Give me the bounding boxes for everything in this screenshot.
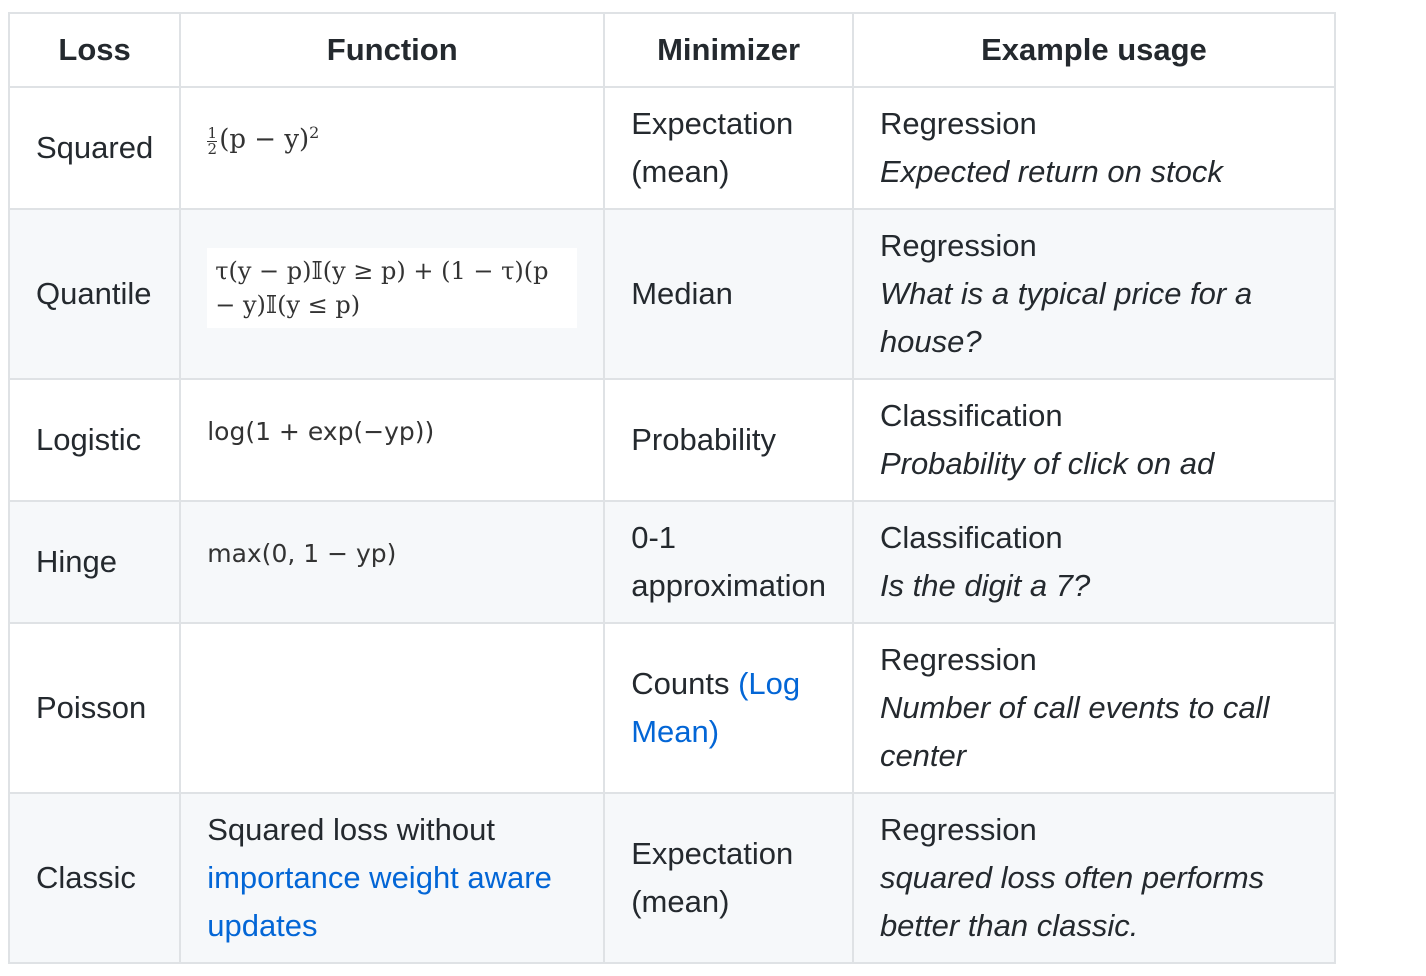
table-row: Quantile τ(y − p)𝕀(y ≥ p) + (1 − τ)(p − … [7, 208, 1336, 380]
example-title: Regression [879, 106, 1037, 141]
loss-name: Poisson [7, 622, 182, 794]
loss-name: Quantile [7, 208, 182, 380]
header-minimizer: Minimizer [603, 12, 854, 88]
fraction: 1 2 [207, 123, 218, 158]
header-example-usage: Example usage [851, 12, 1336, 88]
example-title: Classification [879, 398, 1063, 433]
example-description: What is a typical price for a house? [879, 276, 1253, 359]
table-row: Logistic log(1 + exp(−yp)) Probability C… [7, 378, 1336, 502]
example-description: Is the digit a 7? [879, 568, 1091, 603]
example-usage: Classification Probability of click on a… [851, 378, 1336, 502]
header-row: Loss Function Minimizer Example usage [7, 12, 1336, 88]
example-usage: Regression Expected return on stock [851, 86, 1336, 210]
formula: τ(y − p)𝕀(y ≥ p) + (1 − τ)(p − y)𝕀(y ≤ p… [207, 248, 578, 328]
example-title: Regression [879, 228, 1037, 263]
minimizer: Expectation (mean) [603, 86, 854, 210]
loss-name: Logistic [7, 378, 182, 502]
log-mean-link[interactable]: (Log Mean) [631, 666, 801, 749]
header-loss: Loss [7, 12, 182, 88]
importance-weight-aware-updates-link[interactable]: importance weight aware updates [207, 860, 552, 943]
example-description: Expected return on stock [879, 154, 1223, 189]
formula: log(1 + exp(−yp)) [207, 417, 435, 446]
loss-name: Hinge [7, 500, 182, 624]
minimizer: Expectation (mean) [603, 792, 854, 964]
formula: 1 2 (p − y)2 [207, 123, 320, 158]
example-usage: Regression Number of call events to call… [851, 622, 1336, 794]
example-usage: Regression What is a typical price for a… [851, 208, 1336, 380]
example-title: Regression [879, 642, 1037, 677]
example-title: Classification [879, 520, 1063, 555]
example-description: Number of call events to call center [879, 690, 1270, 773]
header-function: Function [179, 12, 606, 88]
function-formula: log(1 + exp(−yp)) [179, 378, 606, 502]
loss-name: Squared [7, 86, 182, 210]
formula: max(0, 1 − yp) [207, 539, 397, 568]
minimizer: 0-1 approximation [603, 500, 854, 624]
function-description: Squared loss without importance weight a… [179, 792, 606, 964]
example-description: Probability of click on ad [879, 446, 1215, 481]
minimizer: Probability [603, 378, 854, 502]
example-usage: Classification Is the digit a 7? [851, 500, 1336, 624]
table-row: Hinge max(0, 1 − yp) 0-1 approximation C… [7, 500, 1336, 624]
function-formula: max(0, 1 − yp) [179, 500, 606, 624]
minimizer: Counts (Log Mean) [603, 622, 854, 794]
loss-functions-table: Loss Function Minimizer Example usage Sq… [7, 12, 1336, 964]
minimizer: Median [603, 208, 854, 380]
table-row: Poisson Counts (Log Mean) Regression Num… [7, 622, 1336, 794]
loss-name: Classic [7, 792, 182, 964]
example-title: Regression [879, 812, 1037, 847]
function-formula: τ(y − p)𝕀(y ≥ p) + (1 − τ)(p − y)𝕀(y ≤ p… [179, 208, 606, 380]
example-description: squared loss often performs better than … [879, 860, 1265, 943]
example-usage: Regression squared loss often performs b… [851, 792, 1336, 964]
function-formula [179, 622, 606, 794]
table-row: Squared 1 2 (p − y)2 Expectation (mean) … [7, 86, 1336, 210]
function-formula: 1 2 (p − y)2 [179, 86, 606, 210]
table-row: Classic Squared loss without importance … [7, 792, 1336, 964]
